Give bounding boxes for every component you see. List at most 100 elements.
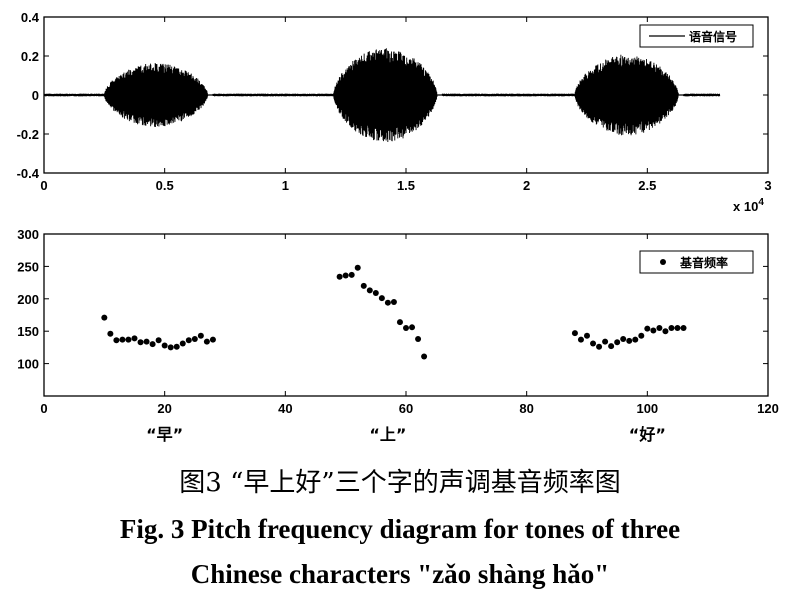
character-label: “早” [146, 425, 183, 444]
pitch-point [203, 338, 210, 345]
pitch-point [173, 343, 180, 350]
pitch-point [348, 271, 355, 278]
pitch-point [113, 337, 120, 344]
pitch-point [680, 324, 687, 331]
bottom-y-tick-label: 300 [17, 227, 39, 242]
speech-signal-line [43, 48, 721, 142]
character-labels: “早” “上” “好” [146, 425, 666, 444]
bottom-x-tick-label: 120 [757, 401, 779, 416]
pitch-point [608, 343, 615, 350]
bottom-legend: 基音频率 [639, 250, 754, 274]
pitch-point [415, 335, 422, 342]
pitch-point [596, 343, 603, 350]
pitch-point [131, 335, 138, 342]
top-x-axis-ticks: 0 0.5 1 1.5 2 2.5 3 [40, 17, 772, 193]
bottom-x-tick-label: 80 [519, 401, 533, 416]
top-x-tick-label: 1 [282, 178, 289, 193]
bottom-x-tick-label: 40 [278, 401, 292, 416]
pitch-point [185, 337, 192, 344]
pitch-point [577, 336, 584, 343]
speech-signal-waveform [43, 48, 721, 142]
top-x-tick-label: 1.5 [397, 178, 415, 193]
speech-signal-chart: 0 0.5 1 1.5 2 2.5 3 0.4 0.2 0 -0.2 -0.4 x 104 语音信号 [17, 10, 772, 214]
pitch-point [638, 332, 645, 339]
pitch-point [342, 272, 349, 279]
bottom-legend-label: 基音频率 [679, 255, 728, 270]
pitch-point [143, 338, 150, 345]
x-axis-multiplier-exponent: 4 [758, 197, 764, 208]
pitch-point [421, 353, 428, 360]
bottom-x-axis-ticks: 0 20 40 60 80 100 120 [40, 234, 779, 416]
pitch-point [125, 336, 132, 343]
top-x-tick-label: 2.5 [638, 178, 656, 193]
pitch-point [396, 319, 403, 326]
pitch-point [409, 324, 416, 331]
pitch-point [626, 337, 633, 344]
character-label: “上” [369, 425, 406, 444]
pitch-point [197, 332, 204, 339]
caption-english-line-2: Chinese characters "zǎo shàng hǎo" [190, 559, 610, 589]
pitch-point [101, 314, 108, 321]
caption-chinese: 图3 “早上好”三个字的声调基音频率图 [179, 468, 621, 498]
pitch-point [656, 324, 663, 331]
pitch-point [668, 324, 675, 331]
bottom-legend-box [639, 250, 754, 274]
top-y-tick-label: 0 [32, 88, 39, 103]
bottom-y-tick-label: 150 [17, 324, 39, 339]
bottom-y-tick-label: 250 [17, 259, 39, 274]
pitch-point [155, 337, 162, 344]
pitch-frequency-chart: 0 20 40 60 80 100 120 300 250 200 150 100 基音频率 [17, 227, 779, 416]
top-x-tick-label: 2 [523, 178, 530, 193]
bottom-x-tick-label: 100 [636, 401, 658, 416]
bottom-y-tick-label: 200 [17, 292, 39, 307]
pitch-point [584, 332, 590, 339]
bottom-y-axis-ticks: 300 250 200 150 100 [17, 227, 768, 372]
pitch-point [614, 339, 621, 346]
pitch-point [390, 299, 397, 306]
top-y-tick-label: 0.4 [21, 10, 40, 25]
pitch-point [149, 341, 156, 348]
pitch-point [336, 273, 343, 280]
top-x-tick-label: 0.5 [156, 178, 174, 193]
pitch-point [403, 324, 409, 331]
top-x-tick-label: 3 [764, 178, 771, 193]
top-legend-box [639, 24, 754, 48]
pitch-point [674, 324, 681, 331]
pitch-point [107, 330, 114, 337]
character-label: “好” [629, 425, 666, 444]
pitch-point [161, 342, 168, 349]
top-x-tick-label: 0 [40, 178, 47, 193]
pitch-point [354, 264, 361, 271]
pitch-scatter-points [101, 264, 687, 360]
bottom-legend-marker [660, 259, 666, 265]
pitch-point [191, 335, 198, 342]
pitch-point [372, 289, 379, 296]
pitch-point [602, 338, 609, 345]
top-y-tick-label: -0.2 [17, 127, 39, 142]
pitch-point [137, 339, 144, 346]
pitch-point [590, 340, 597, 347]
top-legend: 语音信号 [639, 24, 754, 48]
pitch-point [360, 282, 367, 289]
top-legend-label: 语音信号 [689, 29, 737, 44]
pitch-point [378, 295, 385, 302]
pitch-point [366, 287, 373, 294]
bottom-x-tick-label: 0 [40, 401, 47, 416]
bottom-x-tick-label: 60 [399, 401, 413, 416]
pitch-point [571, 330, 578, 337]
top-y-axis-ticks: 0.4 0.2 0 -0.2 -0.4 [17, 10, 768, 181]
caption-english-line-1: Fig. 3 Pitch frequency diagram for tones… [119, 514, 681, 544]
pitch-point [179, 340, 186, 347]
pitch-point [167, 344, 174, 351]
top-y-tick-label: -0.4 [17, 166, 40, 181]
pitch-point [644, 325, 651, 332]
x-axis-multiplier: x 104 [733, 197, 764, 214]
bottom-x-tick-label: 20 [157, 401, 171, 416]
bottom-y-tick-label: 100 [17, 357, 39, 372]
top-y-tick-label: 0.2 [21, 49, 39, 64]
pitch-point [632, 336, 639, 343]
pitch-point [650, 327, 657, 334]
pitch-point [384, 299, 391, 306]
pitch-point [662, 328, 669, 335]
